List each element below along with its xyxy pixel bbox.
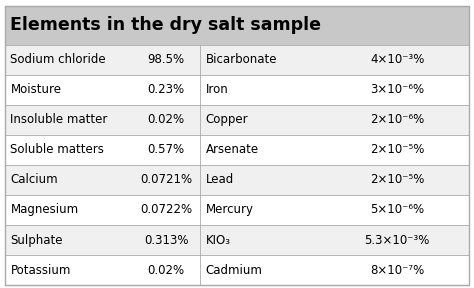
Text: Calcium: Calcium xyxy=(10,173,58,186)
Text: Lead: Lead xyxy=(206,173,234,186)
Text: 0.313%: 0.313% xyxy=(144,234,188,247)
Text: 0.57%: 0.57% xyxy=(147,143,185,156)
Text: 4×10⁻³%: 4×10⁻³% xyxy=(370,53,424,66)
Text: 3×10⁻⁶%: 3×10⁻⁶% xyxy=(370,83,424,96)
Text: 2×10⁻⁶%: 2×10⁻⁶% xyxy=(370,113,424,126)
Text: Soluble matters: Soluble matters xyxy=(10,143,104,156)
Text: Cadmium: Cadmium xyxy=(206,264,263,276)
Bar xyxy=(5,225,469,255)
Bar xyxy=(5,195,469,225)
Text: 0.0722%: 0.0722% xyxy=(140,203,192,217)
Text: 2×10⁻⁵%: 2×10⁻⁵% xyxy=(370,143,424,156)
Text: 0.02%: 0.02% xyxy=(147,113,185,126)
Bar xyxy=(5,135,469,165)
Text: Mercury: Mercury xyxy=(206,203,254,217)
Text: 0.02%: 0.02% xyxy=(147,264,185,276)
Bar xyxy=(5,255,469,285)
Text: Insoluble matter: Insoluble matter xyxy=(10,113,108,126)
Text: KIO₃: KIO₃ xyxy=(206,234,230,247)
Text: 8×10⁻⁷%: 8×10⁻⁷% xyxy=(370,264,424,276)
Text: Iron: Iron xyxy=(206,83,228,96)
Bar xyxy=(5,45,469,75)
Text: Elements in the dry salt sample: Elements in the dry salt sample xyxy=(10,16,321,34)
Text: Arsenate: Arsenate xyxy=(206,143,259,156)
Text: 0.0721%: 0.0721% xyxy=(140,173,192,186)
Text: Magnesium: Magnesium xyxy=(10,203,79,217)
Text: 98.5%: 98.5% xyxy=(147,53,185,66)
Bar xyxy=(5,75,469,105)
Text: Sodium chloride: Sodium chloride xyxy=(10,53,106,66)
Text: 0.23%: 0.23% xyxy=(147,83,185,96)
Text: 2×10⁻⁵%: 2×10⁻⁵% xyxy=(370,173,424,186)
Text: Moisture: Moisture xyxy=(10,83,62,96)
Text: Copper: Copper xyxy=(206,113,248,126)
Text: 5×10⁻⁶%: 5×10⁻⁶% xyxy=(370,203,424,217)
Text: Sulphate: Sulphate xyxy=(10,234,63,247)
Text: 5.3×10⁻³%: 5.3×10⁻³% xyxy=(365,234,430,247)
Text: Potassium: Potassium xyxy=(10,264,71,276)
Text: Bicarbonate: Bicarbonate xyxy=(206,53,277,66)
Bar xyxy=(5,165,469,195)
Bar xyxy=(5,105,469,135)
Bar xyxy=(5,6,469,45)
